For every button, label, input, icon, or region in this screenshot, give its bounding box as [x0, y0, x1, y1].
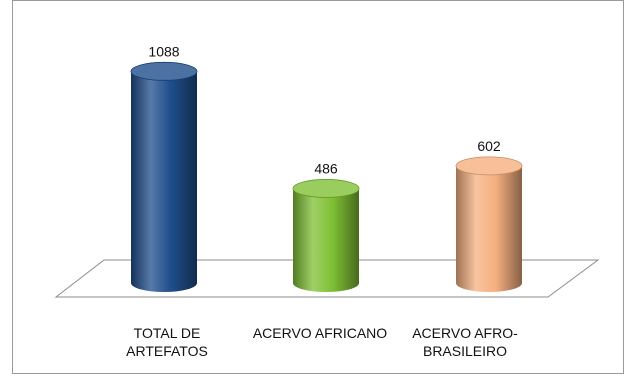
category-label-2: ACERVO AFRO- BRASILEIRO	[412, 325, 518, 359]
value-label-2: 602	[477, 138, 501, 154]
value-label-0: 1088	[148, 43, 179, 59]
value-label-1: 486	[314, 160, 338, 176]
bar-2	[456, 165, 522, 292]
bar-top-1	[292, 179, 360, 198]
bar-top-0	[130, 61, 198, 81]
bar-0	[131, 71, 197, 292]
category-label-1: ACERVO AFRICANO	[252, 325, 388, 341]
bar-top-2	[455, 156, 523, 176]
category-label-0: TOTAL DE ARTEFATOS	[126, 325, 208, 359]
bar-1	[293, 188, 359, 292]
